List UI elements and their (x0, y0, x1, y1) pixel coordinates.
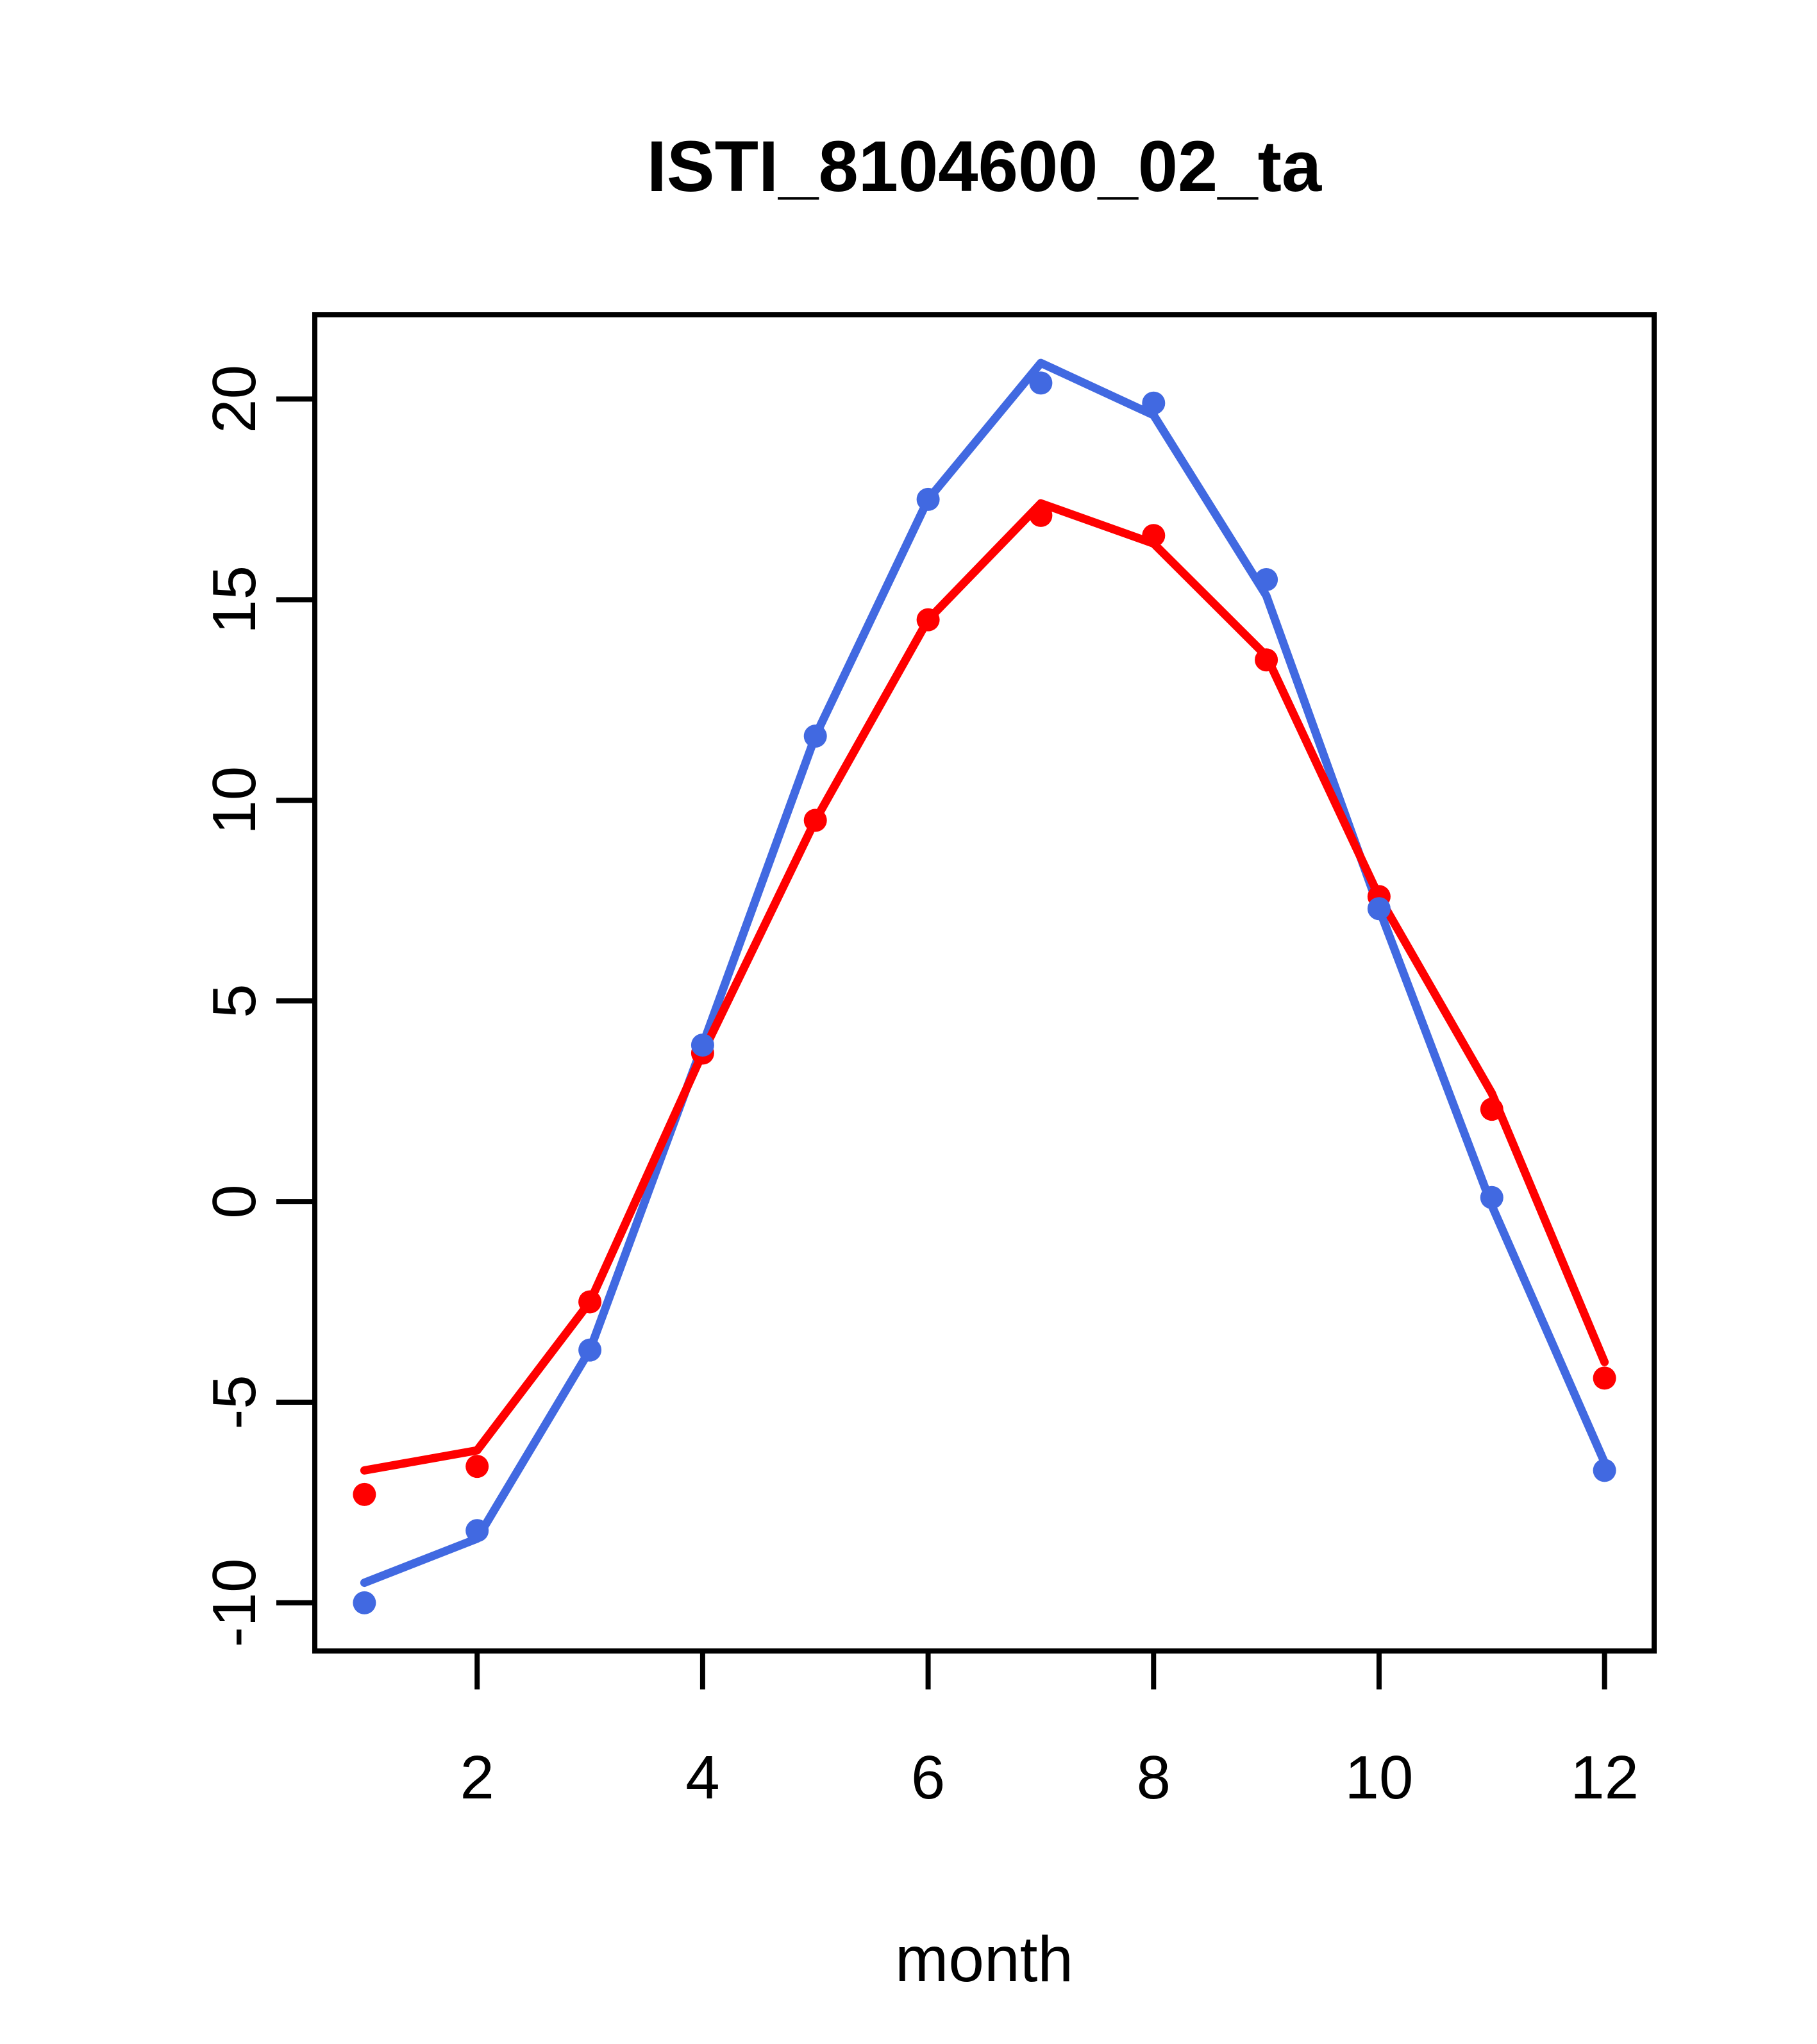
blue-points-point (578, 1338, 602, 1362)
x-tick-label: 8 (1137, 1743, 1171, 1812)
red-line (360, 499, 1609, 1475)
red-points-point (1480, 1098, 1503, 1121)
y-tick-label: -10 (200, 1559, 269, 1648)
x-axis-label: month (895, 1923, 1073, 1995)
blue-points-point (691, 1034, 714, 1057)
blue-points-point (803, 725, 827, 748)
y-tick-label: 0 (200, 1184, 269, 1218)
red-points-point (1593, 1366, 1616, 1390)
blue-points-point (1142, 391, 1166, 415)
blue-points-point (1593, 1459, 1616, 1482)
red-points-point (578, 1290, 602, 1314)
blue-points-point (1480, 1185, 1503, 1209)
red-points-point (1142, 524, 1166, 548)
y-tick-label: 10 (200, 766, 269, 835)
red-points-point (353, 1482, 376, 1506)
red-points-point (1029, 503, 1053, 527)
y-tick-label: 20 (200, 365, 269, 433)
x-tick-label: 10 (1345, 1743, 1414, 1812)
blue-points-point (353, 1591, 376, 1614)
y-tick-label: 15 (200, 565, 269, 634)
blue-points-point (1029, 371, 1053, 395)
blue-points (353, 371, 1616, 1614)
red-points-point (465, 1455, 489, 1479)
plot-border (312, 312, 1657, 1654)
blue-points-point (1255, 568, 1278, 591)
red-points-point (1255, 648, 1278, 672)
blue-points-point (916, 487, 940, 511)
x-tick-label: 4 (685, 1743, 719, 1812)
red-points-point (916, 608, 940, 632)
blue-line (360, 358, 1609, 1587)
blue-points-point (1367, 897, 1391, 921)
axes-layer: 2 4 6 8 10 12 -10 -5 0 5 10 15 20 (200, 312, 1657, 1812)
y-tick-label: 5 (200, 984, 269, 1018)
blue-points-point (465, 1519, 489, 1543)
series-layer (353, 358, 1616, 1614)
red-points-point (803, 808, 827, 832)
x-tick-label: 12 (1570, 1743, 1639, 1812)
y-tick-label: -5 (200, 1375, 269, 1429)
chart-title: ISTI_8104600_02_ta (647, 126, 1322, 206)
red-points (353, 503, 1616, 1506)
x-tick-label: 2 (460, 1743, 494, 1812)
x-tick-label: 6 (911, 1743, 945, 1812)
